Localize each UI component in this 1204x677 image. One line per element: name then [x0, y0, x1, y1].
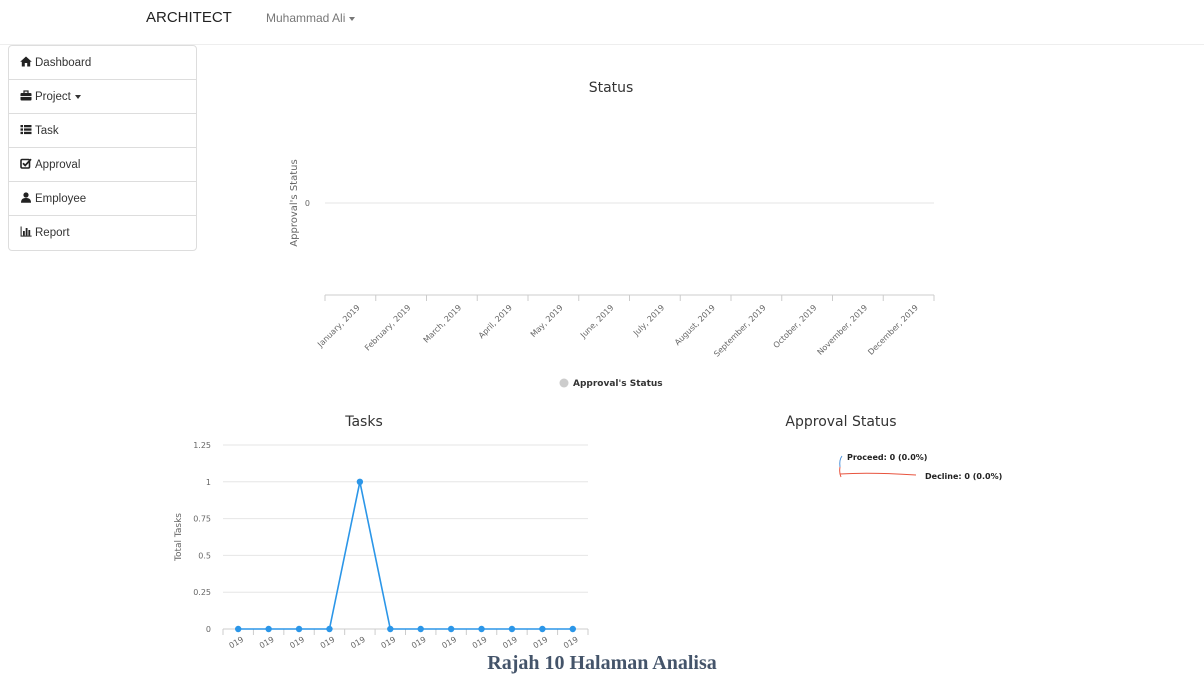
y-tick-label: 0.75 — [193, 515, 211, 524]
sidebar-item-approval[interactable]: Approval — [9, 148, 196, 182]
sidebar-item-label: Employee — [35, 193, 87, 205]
y-tick-label: 0.25 — [193, 588, 211, 597]
user-menu[interactable]: Muhammad Ali — [266, 11, 356, 25]
x-tick-label: 019 — [227, 635, 245, 650]
pie-label-proceed: Proceed: 0 (0.0%) — [847, 453, 927, 462]
figure-caption: Rajah 10 Halaman Analisa — [487, 652, 717, 674]
top-navbar: ARCHITECT Muhammad Ali — [0, 0, 1204, 45]
x-tick-label: 019 — [410, 635, 428, 650]
y-axis-label: Total Tasks — [174, 513, 184, 562]
x-tick-label: 019 — [288, 635, 306, 650]
x-tick-label: September, 2019 — [712, 303, 768, 359]
legend-dot-icon — [559, 378, 569, 388]
chart-title: Status — [589, 80, 634, 96]
check-square-icon — [20, 158, 33, 169]
tasks-chart: Tasks Total Tasks 1.25 1 0.75 0.5 0.25 0 019 01… — [174, 414, 589, 650]
sidebar-item-project[interactable]: Project — [9, 80, 196, 114]
y-tick-label: 0 — [305, 199, 310, 208]
bar-chart-icon — [20, 226, 33, 237]
data-point[interactable] — [478, 625, 485, 633]
status-chart: Status Approval's Status 0 January, 2019… — [289, 80, 935, 390]
x-tick-label: 019 — [258, 635, 276, 650]
sidebar-item-report[interactable]: Report — [9, 216, 196, 250]
x-tick-label: November, 2019 — [816, 303, 870, 357]
sidebar-menu: Dashboard Project Task Approval Employee… — [8, 45, 197, 251]
data-point[interactable] — [447, 625, 455, 633]
data-point[interactable] — [235, 625, 242, 633]
x-tick-label: May, 2019 — [529, 303, 565, 339]
data-point[interactable] — [417, 625, 424, 633]
x-tick-label: 019 — [349, 635, 367, 650]
legend-item[interactable]: Approval's Status — [559, 378, 663, 390]
x-tick-label: April, 2019 — [477, 303, 514, 340]
sidebar-item-employee[interactable]: Employee — [9, 182, 196, 216]
chart-title: Approval Status — [785, 414, 896, 430]
data-point[interactable] — [508, 625, 516, 633]
x-tick-label: 019 — [471, 635, 489, 650]
x-tick-label: October, 2019 — [772, 303, 819, 350]
pie-slice-decline[interactable] — [839, 466, 917, 478]
list-icon — [20, 124, 33, 135]
x-tick-label: 019 — [319, 635, 337, 650]
y-tick-label: 0.5 — [198, 551, 211, 560]
x-tick-label: 019 — [532, 635, 550, 650]
x-tick-label: February, 2019 — [363, 303, 412, 352]
user-name: Muhammad Ali — [266, 11, 346, 25]
y-axis-label: Approval's Status — [289, 159, 300, 246]
data-point[interactable] — [265, 625, 272, 633]
data-point[interactable] — [295, 625, 303, 633]
data-point[interactable] — [326, 625, 333, 633]
x-tick-label: 019 — [562, 635, 580, 650]
sidebar-item-label: Project — [35, 91, 71, 103]
data-point[interactable] — [539, 625, 546, 633]
sidebar-item-label: Report — [35, 227, 70, 239]
briefcase-icon — [20, 90, 33, 101]
user-icon — [20, 192, 33, 203]
data-point[interactable] — [356, 478, 364, 485]
x-tick-label: August, 2019 — [673, 303, 717, 347]
sidebar-item-label: Approval — [35, 159, 81, 171]
data-point[interactable] — [387, 625, 394, 633]
chart-title: Tasks — [344, 414, 383, 430]
chevron-down-icon — [349, 16, 356, 21]
data-point[interactable] — [569, 625, 576, 633]
chevron-down-icon — [74, 94, 81, 99]
x-tick-label: March, 2019 — [422, 303, 464, 345]
x-tick-label: 019 — [501, 635, 519, 650]
brand-link[interactable]: ARCHITECT — [146, 9, 232, 26]
sidebar-item-label: Task — [35, 125, 59, 137]
y-tick-label: 1 — [206, 478, 211, 487]
home-icon — [20, 56, 33, 67]
approval-status-chart: Approval Status Proceed: 0 (0.0%) Declin… — [785, 414, 1002, 481]
sidebar-item-dashboard[interactable]: Dashboard — [9, 46, 196, 80]
sidebar-item-task[interactable]: Task — [9, 114, 196, 148]
y-tick-label: 1.25 — [193, 441, 211, 450]
legend-label: Approval's Status — [573, 379, 663, 389]
y-tick-label: 0 — [206, 625, 211, 634]
x-tick-label: January, 2019 — [315, 303, 362, 350]
x-tick-label: 019 — [440, 635, 458, 650]
pie-label-decline: Decline: 0 (0.0%) — [925, 472, 1002, 481]
x-tick-label: July, 2019 — [631, 303, 666, 338]
pie-slice-proceed[interactable] — [839, 455, 843, 468]
x-tick-label: June, 2019 — [578, 303, 615, 340]
x-tick-label: 019 — [380, 635, 398, 650]
x-tick-label: December, 2019 — [866, 303, 920, 357]
series-line — [238, 481, 573, 630]
sidebar-item-label: Dashboard — [35, 57, 92, 69]
